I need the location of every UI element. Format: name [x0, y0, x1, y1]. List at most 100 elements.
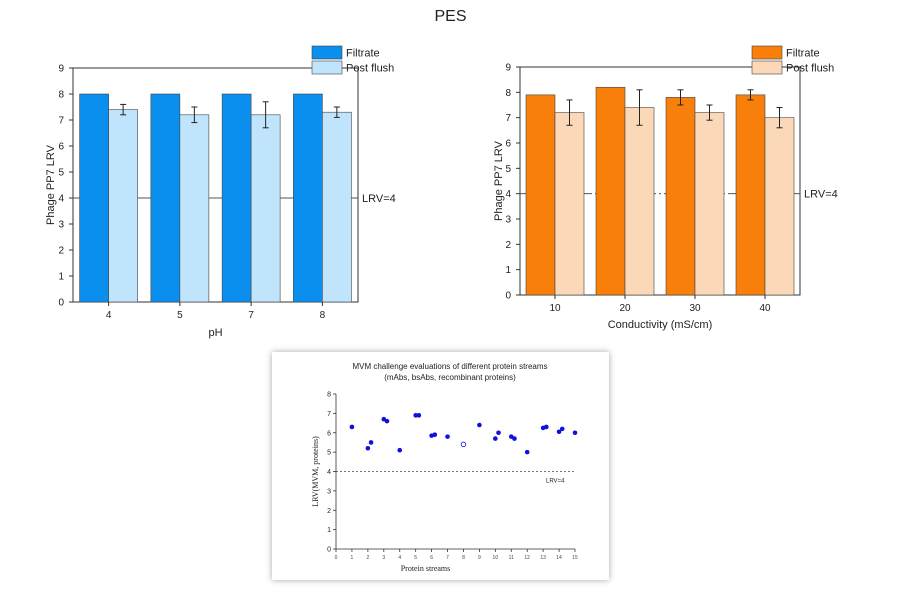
- y-tick-label: 0: [58, 298, 64, 309]
- y-tick-label: 6: [505, 139, 511, 150]
- y-tick-label: 2: [58, 246, 64, 257]
- y-tick-label: 8: [327, 392, 331, 399]
- bar-filtrate: [150, 93, 181, 303]
- x-tick-label: 12: [524, 555, 530, 561]
- y-tick-label: 0: [327, 547, 331, 554]
- y-tick-label: 9: [58, 64, 64, 75]
- x-tick-label: 10: [549, 303, 561, 314]
- y-tick-label: 1: [505, 265, 511, 276]
- chart-subtitle: (mAbs, bsAbs, recombinant proteins): [384, 373, 516, 382]
- bar-post-flush: [694, 112, 725, 296]
- data-point: [432, 432, 438, 437]
- y-tick-label: 6: [327, 430, 331, 437]
- x-tick-label: 8: [462, 555, 465, 561]
- bar-filtrate: [79, 93, 109, 303]
- x-tick-label: 9: [478, 555, 481, 561]
- x-axis-label: Protein streams: [401, 564, 451, 573]
- y-tick-label: 8: [505, 88, 511, 99]
- reference-line-label: LRV=4: [362, 193, 396, 205]
- data-point: [397, 447, 403, 453]
- x-tick-label: 14: [556, 555, 562, 561]
- y-tick-label: 3: [58, 220, 64, 231]
- legend-label: Filtrate: [346, 48, 380, 60]
- chart-title: MVM challenge evaluations of different p…: [352, 362, 547, 371]
- x-tick-label: 3: [382, 555, 385, 561]
- data-point: [416, 413, 422, 418]
- x-tick-label: 2: [366, 555, 369, 561]
- bar-post-flush: [322, 111, 352, 303]
- y-tick-label: 4: [58, 194, 64, 205]
- page-title: PES: [434, 8, 467, 25]
- x-tick-label: 15: [572, 555, 578, 561]
- x-tick-label: 20: [619, 303, 631, 314]
- data-point: [572, 430, 578, 436]
- y-tick-label: 3: [505, 215, 511, 226]
- y-tick-label: 4: [505, 189, 511, 200]
- mvm-figure-card: [272, 352, 609, 580]
- data-point: [493, 436, 498, 441]
- bar-filtrate: [525, 94, 556, 296]
- data-point: [384, 418, 390, 424]
- y-tick-label: 5: [327, 450, 331, 457]
- y-tick-label: 8: [58, 90, 64, 101]
- x-axis-label: pH: [208, 327, 222, 339]
- bar-filtrate: [595, 86, 626, 296]
- bar-post-flush: [250, 114, 281, 303]
- x-tick-label: 1: [351, 555, 354, 561]
- y-tick-label: 1: [58, 272, 64, 283]
- x-tick-label: 5: [414, 555, 417, 561]
- x-axis-label: Conductivity (mS/cm): [608, 319, 713, 331]
- legend-label: Post flush: [346, 63, 394, 75]
- bar-post-flush: [179, 114, 210, 303]
- y-tick-label: 2: [505, 240, 511, 251]
- y-tick-label: 5: [505, 164, 511, 175]
- y-tick-label: 4: [327, 469, 331, 476]
- x-tick-label: 11: [509, 555, 514, 561]
- data-point: [556, 429, 562, 435]
- x-tick-label: 4: [398, 555, 401, 561]
- legend-swatch: [311, 45, 343, 60]
- x-tick-label: 8: [320, 310, 326, 321]
- x-tick-label: 40: [759, 303, 771, 314]
- legend-swatch: [751, 60, 783, 75]
- bar-post-flush: [764, 117, 795, 296]
- data-point: [413, 413, 418, 418]
- legend-swatch: [751, 45, 783, 60]
- y-tick-label: 6: [58, 142, 64, 153]
- y-tick-label: 1: [327, 527, 331, 534]
- x-tick-label: 6: [430, 555, 433, 561]
- x-tick-label: 0: [335, 555, 338, 561]
- y-tick-label: 2: [327, 508, 331, 515]
- y-tick-label: 9: [505, 63, 511, 74]
- data-point: [445, 434, 450, 439]
- data-point: [349, 424, 355, 430]
- x-tick-label: 13: [540, 555, 546, 561]
- bar-filtrate: [293, 93, 323, 303]
- data-point: [559, 426, 565, 432]
- y-axis-label: LRV(MVM, proteins): [311, 436, 320, 507]
- y-tick-label: 7: [327, 411, 331, 418]
- legend-swatch: [311, 60, 343, 75]
- data-point: [496, 430, 501, 436]
- data-point: [477, 422, 482, 428]
- x-tick-label: 30: [689, 303, 701, 314]
- y-tick-label: 7: [505, 113, 511, 124]
- x-tick-label: 7: [446, 555, 449, 561]
- plot-frame: [72, 67, 359, 303]
- plot-frame: [519, 66, 801, 296]
- y-tick-label: 3: [327, 488, 331, 495]
- data-point: [365, 445, 371, 451]
- reference-line-label: LRV=4: [546, 479, 565, 485]
- data-point: [524, 449, 530, 455]
- legend-label: Filtrate: [786, 48, 820, 60]
- y-tick-label: 5: [58, 168, 64, 179]
- y-axis-label: Phage PP7 LRV: [45, 144, 57, 225]
- data-point: [368, 440, 374, 445]
- x-tick-label: 4: [106, 310, 112, 321]
- bar-post-flush: [554, 112, 585, 296]
- data-point: [512, 436, 517, 441]
- y-tick-label: 0: [505, 291, 511, 302]
